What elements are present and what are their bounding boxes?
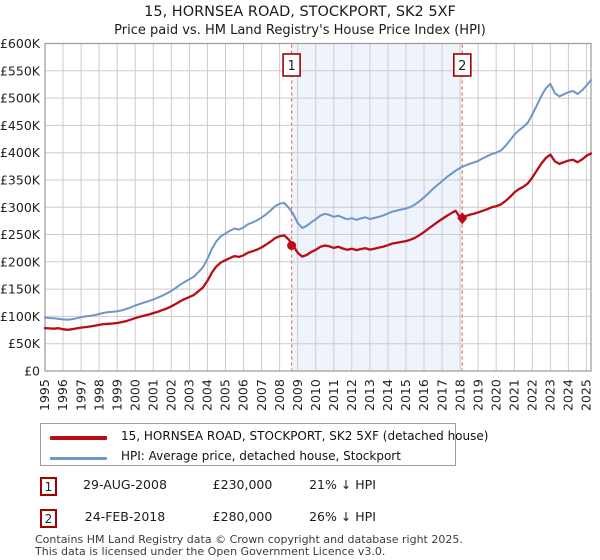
footer-line-1: Contains HM Land Registry data © Crown c…	[35, 533, 463, 546]
x-tick-label: 2013	[362, 379, 377, 411]
sale-1-number-box	[282, 53, 301, 77]
x-tick-label: 2015	[398, 379, 413, 411]
license-footer: Contains HM Land Registry data © Crown c…	[35, 534, 463, 557]
sale-dashed-lines	[290, 44, 463, 370]
sale-2-point	[457, 212, 468, 225]
x-tick-label: 2005	[218, 379, 233, 411]
x-tick-label: 2023	[543, 379, 558, 411]
sale-markers	[287, 212, 468, 250]
sale-1-number-label: 1	[287, 59, 295, 74]
x-tick-label: 2016	[416, 379, 431, 411]
y-tick-label: £250K	[0, 227, 41, 242]
transaction-2-marker: 2	[40, 509, 57, 528]
x-tick-label: 2002	[164, 379, 179, 411]
y-tick-label: £50K	[8, 336, 41, 351]
legend-label-hpi: HPI: Average price, detached house, Stoc…	[121, 449, 401, 463]
x-tick-label: 2024	[561, 379, 576, 411]
x-tick-label: 2006	[236, 379, 251, 411]
transaction-1-marker: 1	[40, 477, 57, 496]
x-tick-label: 2000	[127, 379, 142, 411]
y-tick-label: £550K	[0, 63, 41, 78]
x-tick-label: 2014	[380, 379, 395, 411]
transaction-2-date: 24-FEB-2018	[84, 509, 166, 524]
x-tick-label: 1997	[73, 379, 88, 411]
x-tick-label: 2003	[182, 379, 197, 411]
y-tick-label: £450K	[0, 118, 41, 133]
sale-2-number-label: 2	[458, 59, 466, 74]
x-tick-label: 2011	[326, 379, 341, 411]
y-tick-label: £400K	[0, 145, 41, 160]
x-tick-label: 2010	[308, 379, 323, 411]
x-tick-label: 1995	[37, 379, 52, 411]
x-tick-label: 2012	[344, 379, 359, 411]
axes-frame	[44, 42, 592, 372]
legend-label-price: 15, HORNSEA ROAD, STOCKPORT, SK2 5XF (de…	[121, 429, 489, 443]
transaction-1-price: £230,000	[212, 477, 273, 492]
x-tick-label: 2017	[434, 379, 449, 411]
x-tick-label: 2019	[470, 379, 485, 411]
y-tick-label: £500K	[0, 91, 41, 106]
legend-row-hpi: HPI: Average price, detached house, Stoc…	[41, 447, 455, 467]
transaction-row-1: 1 29-AUG-2008 £230,000 21% ↓ HPI	[0, 477, 600, 497]
x-tick-label: 1999	[109, 379, 124, 411]
y-tick-label: £0	[24, 364, 40, 379]
x-tick-label: 2018	[452, 379, 467, 411]
hpi-line	[44, 79, 592, 321]
y-tick-label: £100K	[0, 309, 41, 324]
hpi-line-swatch	[50, 457, 107, 460]
x-tick-label: 2004	[200, 379, 215, 411]
transaction-2-hpi-diff: 26% ↓ HPI	[309, 509, 376, 524]
y-tick-label: £350K	[0, 173, 41, 188]
x-tick-label: 2009	[290, 379, 305, 411]
x-tick-label: 2008	[272, 379, 287, 411]
x-tick-label: 2007	[254, 379, 269, 411]
plot-border	[44, 42, 592, 372]
sale-2-number-box	[452, 53, 472, 77]
price-line-swatch	[50, 436, 107, 440]
legend-row-price: 15, HORNSEA ROAD, STOCKPORT, SK2 5XF (de…	[41, 427, 488, 447]
transaction-row-2: 2 24-FEB-2018 £280,000 26% ↓ HPI	[0, 509, 600, 529]
chart-subtitle: Price paid vs. HM Land Registry's House …	[114, 23, 486, 38]
y-axis-labels: £0 £50K £100K £150K £200K £250K £300K £350K £400…	[0, 36, 41, 379]
x-axis-labels: 1995 1996 1997 1998 1999 2000 2001 2002 2003 2004…	[37, 379, 594, 411]
price-paid-line	[43, 152, 593, 331]
x-tick-label: 1996	[55, 379, 70, 411]
x-tick-label: 2021	[507, 379, 522, 411]
x-tick-label: 2001	[146, 379, 161, 411]
data-series	[43, 79, 593, 331]
y-tick-label: £150K	[0, 282, 41, 297]
y-tick-label: £600K	[0, 36, 41, 51]
transaction-1-hpi-diff: 21% ↓ HPI	[309, 477, 376, 492]
chart-title: 15, HORNSEA ROAD, STOCKPORT, SK2 5XF	[144, 4, 456, 20]
transaction-1-date: 29-AUG-2008	[83, 477, 167, 492]
x-tick-label: 2022	[525, 379, 540, 411]
y-tick-label: £200K	[0, 254, 41, 269]
transaction-2-price: £280,000	[212, 509, 273, 524]
legend-box: 15, HORNSEA ROAD, STOCKPORT, SK2 5XF (de…	[40, 423, 488, 467]
x-tick-label: 1998	[91, 379, 106, 411]
sale-1-point	[287, 241, 297, 250]
x-tick-label: 2020	[488, 379, 503, 411]
x-tick-label: 2025	[579, 379, 594, 411]
y-tick-label: £300K	[0, 200, 41, 215]
footer-line-2: This data is licensed under the Open Gov…	[35, 544, 386, 558]
